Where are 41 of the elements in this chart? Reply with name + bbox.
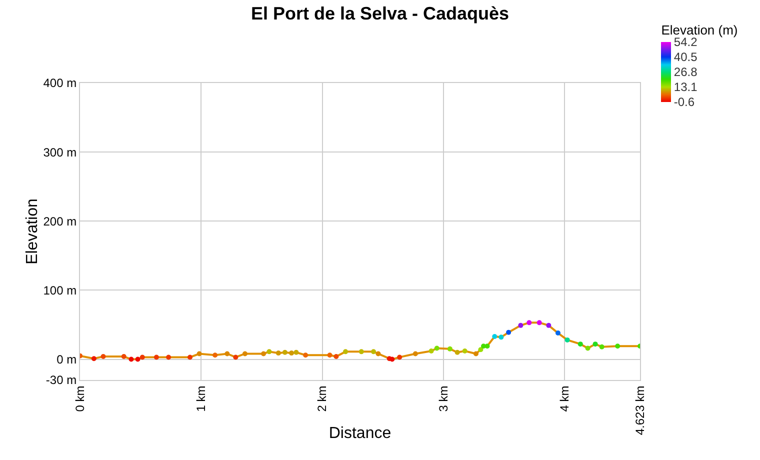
point [294, 350, 299, 355]
color-bar-title: Elevation (m) [661, 22, 738, 38]
color-bar-label: 13.1 [674, 80, 698, 94]
color-bar-label: -0.6 [674, 94, 695, 109]
y-tick-label: 200 m [43, 214, 77, 228]
point [376, 351, 381, 356]
point [266, 349, 272, 354]
color-bar-label: 40.5 [674, 50, 698, 64]
x-tick-label: 0 km [72, 386, 87, 412]
x-axis-title: Distance [328, 425, 392, 442]
x-tick-label: 4.623 km [632, 386, 647, 436]
y-tick-label: 400 m [43, 76, 77, 90]
y-tick-label: 100 m [43, 283, 77, 298]
point [282, 350, 288, 355]
point [371, 349, 376, 354]
y-tick-label: 0 m [56, 352, 77, 366]
y-axis-title: Elevation [24, 198, 42, 264]
color-bar-label: 26.8 [674, 64, 698, 79]
point [276, 350, 281, 356]
point [412, 351, 418, 356]
point [303, 352, 308, 358]
line-series [80, 320, 640, 362]
point [289, 350, 294, 356]
y-tick-label: 300 m [43, 145, 77, 160]
chart-title: El Port de la Selva - Cadaquès [250, 4, 510, 24]
point [224, 351, 230, 356]
point [261, 351, 266, 356]
color-bar-label: 54.2 [674, 34, 698, 49]
y-tick-label: -30 m [46, 373, 77, 388]
point [327, 352, 332, 358]
point [473, 351, 478, 356]
point [454, 350, 460, 355]
x-tick-label: 3 km [436, 386, 450, 412]
point [196, 351, 202, 356]
point [358, 349, 364, 354]
point [242, 351, 248, 356]
x-tick-label: 4 km [557, 386, 572, 412]
point [343, 349, 348, 354]
point [212, 352, 218, 358]
x-tick-label: 1 km [194, 386, 208, 412]
x-tick-label: 2 km [315, 386, 330, 412]
